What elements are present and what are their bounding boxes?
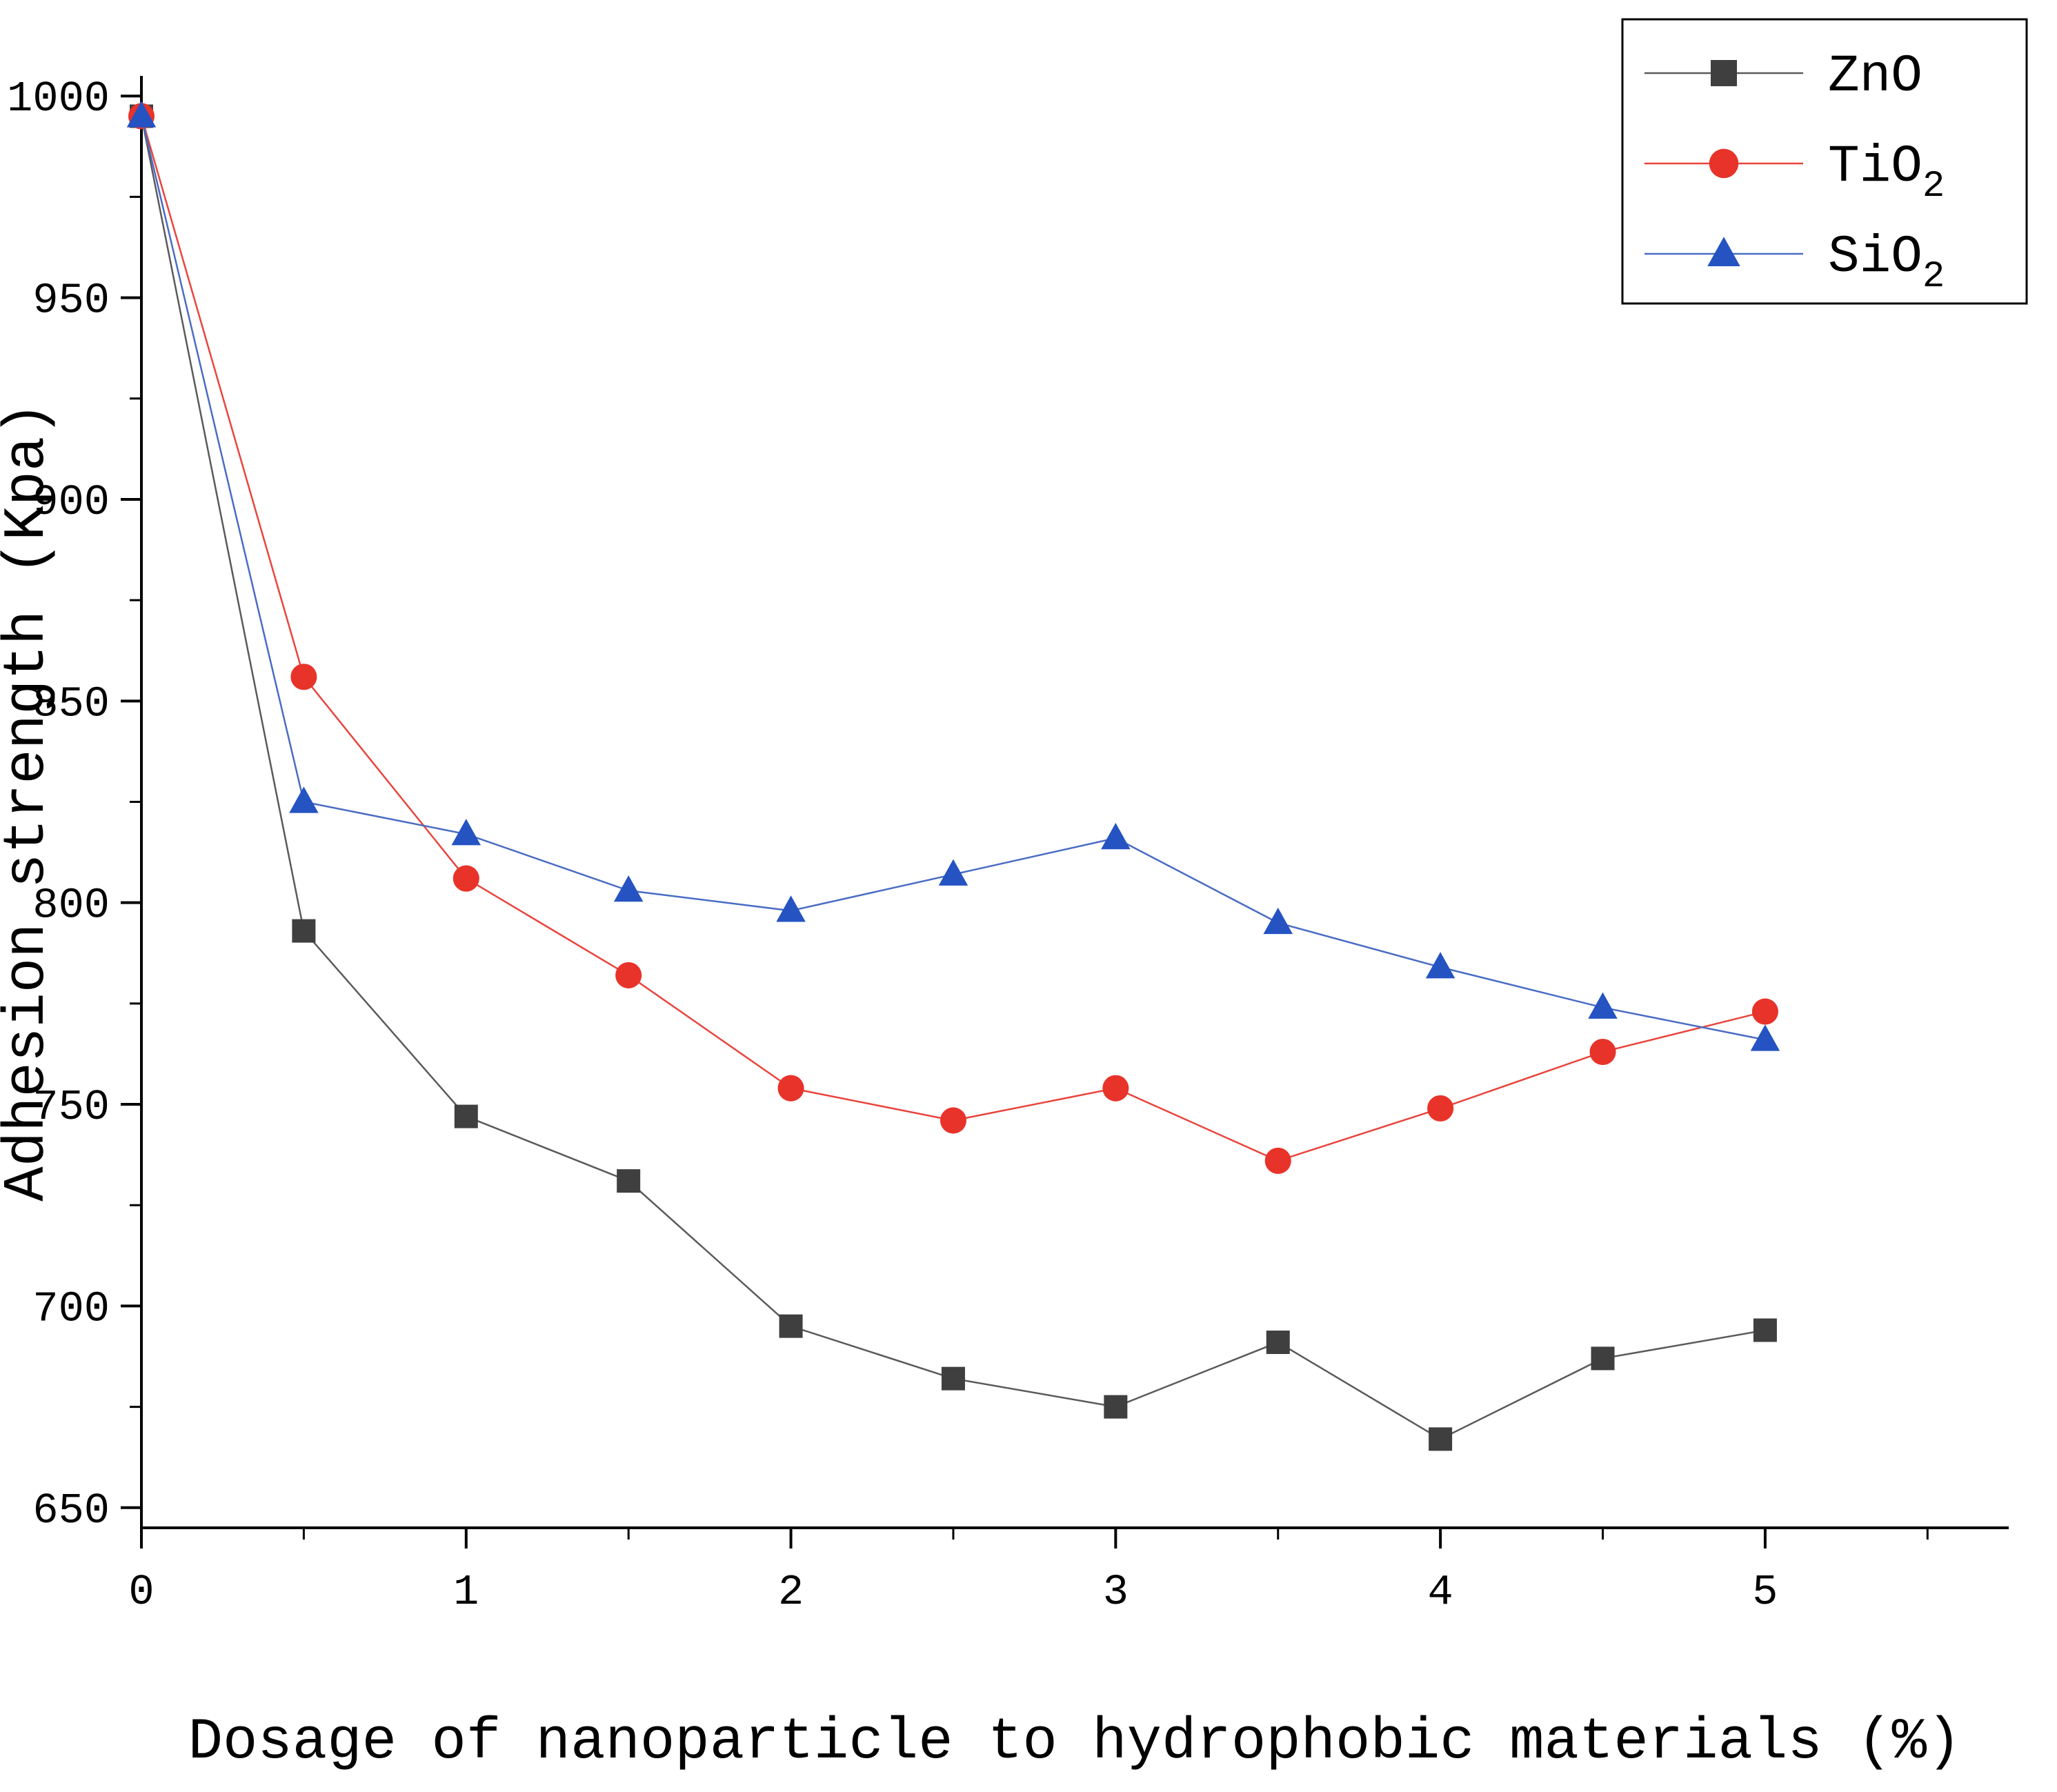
y-tick-label: 700	[32, 1284, 110, 1333]
legend-item-SiO2: SiO2	[1644, 228, 1945, 298]
legend-label: SiO2	[1828, 228, 1945, 298]
legend: ZnO TiO2 SiO2	[1621, 18, 2028, 305]
x-axis-ticks: 0 1 2 3 4 5	[128, 1528, 1929, 1617]
y-axis-title: Adhesion strength (Kpa)	[0, 401, 61, 1201]
y-tick-label: 950	[32, 277, 110, 326]
x-tick-label: 2	[778, 1568, 804, 1617]
y-axis-ticks: 650 700 750 800 850 900 950 1000	[7, 74, 141, 1535]
plot-root: 650 700 750 800 850 900 950 1000 0 1 2 3 4 5 ZnO TiO2 Si…	[7, 18, 2028, 1617]
x-tick-label: 4	[1428, 1568, 1453, 1617]
series-TiO2	[128, 103, 1778, 1174]
y-tick-label: 650	[32, 1486, 110, 1535]
y-tick-label: 900	[32, 478, 110, 527]
y-tick-label: 1000	[7, 74, 110, 123]
x-axis-title: Dosage of nanoparticle to hydrophobic ma…	[188, 1710, 1962, 1775]
legend-item-ZnO: ZnO	[1644, 47, 1922, 106]
y-tick-label: 850	[32, 679, 110, 728]
x-tick-label: 1	[453, 1568, 479, 1617]
x-tick-label: 5	[1752, 1568, 1778, 1617]
legend-label: ZnO	[1828, 47, 1922, 106]
y-tick-label: 800	[32, 882, 110, 930]
legend-label: TiO2	[1828, 137, 1945, 208]
x-tick-label: 0	[128, 1568, 154, 1617]
series-SiO2	[126, 101, 1780, 1051]
y-tick-label: 750	[32, 1083, 110, 1132]
legend-item-TiO2: TiO2	[1644, 137, 1945, 208]
x-tick-label: 3	[1103, 1568, 1129, 1617]
series-ZnO	[130, 104, 1777, 1451]
